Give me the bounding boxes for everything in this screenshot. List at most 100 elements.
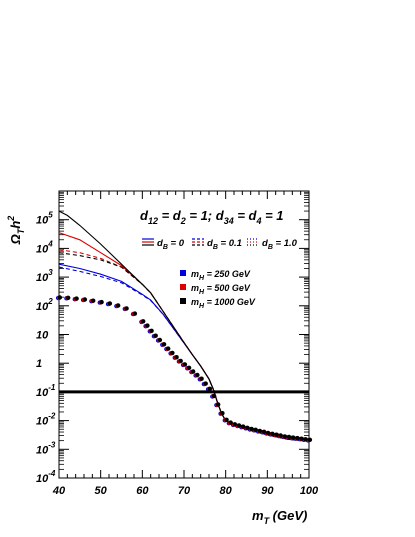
dot-marker <box>228 420 233 425</box>
x-axis-title-unit: (GeV) <box>269 508 307 523</box>
legend-label-500: mH = 500 GeV <box>191 283 251 296</box>
dot-marker <box>178 358 183 364</box>
y-tick-label: 102 <box>36 297 53 313</box>
x-tick-label: 70 <box>178 485 191 497</box>
dot-marker <box>141 319 146 324</box>
y-tick-label: 105 <box>36 211 53 227</box>
dot-marker <box>191 369 196 374</box>
series-line-2 <box>58 232 310 442</box>
dot-marker <box>182 362 188 367</box>
dot-marker <box>253 427 258 432</box>
y-axis-title-h: h <box>8 221 23 229</box>
legend-label-dashed: dB = 0.1 <box>207 238 242 251</box>
dot-marker <box>282 434 288 439</box>
dot-marker <box>132 311 138 316</box>
x-tick-label: 50 <box>95 485 108 497</box>
dot-marker <box>157 337 163 343</box>
legend-marker-1000 <box>180 298 186 304</box>
dot-marker <box>153 333 158 338</box>
dot-marker <box>241 424 246 429</box>
x-tick-label: 100 <box>300 485 319 497</box>
dot-marker <box>99 299 104 305</box>
dot-marker <box>266 430 271 436</box>
dot-marker <box>295 435 300 441</box>
dot-marker <box>91 298 96 303</box>
dot-marker <box>161 342 167 347</box>
dot-marker <box>116 303 121 308</box>
dot-marker <box>199 376 204 381</box>
dot-marker <box>224 417 229 422</box>
dot-marker <box>186 365 192 370</box>
coupling-annotation: d12 = d2 = 1; d34 = d4 = 1 <box>140 208 284 226</box>
dot-marker <box>291 435 296 440</box>
dot-marker <box>170 350 175 356</box>
x-axis-title-sub: T <box>264 516 271 526</box>
dot-marker <box>166 346 171 351</box>
series-line-5 <box>58 252 310 442</box>
dot-marker <box>66 295 71 300</box>
dot-marker <box>124 306 129 311</box>
dot-marker <box>299 436 304 441</box>
dotted-series <box>55 295 313 443</box>
legend-swatch-solid <box>142 238 154 246</box>
x-tick-label: 60 <box>136 485 149 497</box>
mass-legend: mH = 250 GeV mH = 500 GeV mH = 1000 GeV <box>180 269 256 310</box>
dot-marker <box>174 355 179 360</box>
dot-marker <box>274 432 279 437</box>
series-line-0 <box>58 263 310 440</box>
y-tick-label: 10 <box>36 330 49 342</box>
dot-marker <box>278 433 283 438</box>
y-tick-label: 104 <box>36 239 53 255</box>
legend-swatch-dotted <box>247 238 257 246</box>
dot-marker <box>203 381 208 386</box>
dot-marker <box>245 425 250 430</box>
legend-marker-500 <box>180 284 186 290</box>
y-tick-label: 10-1 <box>36 383 56 399</box>
dot-marker <box>261 429 267 434</box>
legend-swatch-dashed <box>192 238 204 246</box>
dot-marker <box>149 328 154 333</box>
y-tick-label: 10-2 <box>36 412 56 428</box>
dot-marker <box>57 295 63 300</box>
series-line-3 <box>58 249 310 442</box>
y-axis-ticks: 10-4 10-3 10-2 10-1 1 10 102 103 104 105 <box>36 190 309 485</box>
y-axis-title-sup: 2 <box>6 216 16 222</box>
dot-marker <box>220 411 225 416</box>
dot-marker <box>270 431 275 436</box>
y-tick-label: 10-3 <box>36 440 56 456</box>
dot-marker <box>303 437 308 442</box>
legend-label-1000: mH = 1000 GeV <box>191 297 256 310</box>
dot-marker <box>286 434 292 440</box>
dot-marker <box>74 296 79 301</box>
dot-marker <box>307 437 313 442</box>
dot-marker <box>232 422 238 427</box>
y-tick-label: 1 <box>36 358 42 370</box>
dot-marker <box>82 297 88 302</box>
y-tick-label: 10-4 <box>36 469 56 485</box>
x-tick-label: 80 <box>220 485 233 497</box>
dot-marker <box>257 428 263 434</box>
dot-marker <box>107 301 113 306</box>
y-axis-title: ΩTh2 <box>6 216 26 246</box>
x-tick-label: 90 <box>261 485 274 497</box>
legend-label-solid: dB = 0 <box>157 238 185 251</box>
dot-marker <box>145 323 150 328</box>
legend-label-250: mH = 250 GeV <box>191 269 251 282</box>
y-axis-title-main: Ω <box>8 234 23 245</box>
dot-marker <box>195 372 200 378</box>
legend-label-dotted: dB = 1.0 <box>262 238 298 251</box>
legend-marker-250 <box>180 270 186 276</box>
y-axis-title-sub: T <box>16 227 26 234</box>
dot-marker <box>216 402 221 407</box>
x-tick-label: 40 <box>52 485 66 497</box>
x-axis-title: mT (GeV) <box>252 508 307 526</box>
x-axis-title-main: m <box>252 508 264 523</box>
dot-marker <box>236 423 242 428</box>
series-line-1 <box>58 266 310 440</box>
linestyle-legend: dB = 0 dB = 0.1 dB = 1.0 <box>142 238 298 251</box>
dot-marker <box>249 426 254 432</box>
y-tick-label: 103 <box>36 268 53 284</box>
x-axis-ticks: 40 50 60 70 80 90 100 <box>52 191 319 497</box>
dot-marker <box>207 386 213 391</box>
